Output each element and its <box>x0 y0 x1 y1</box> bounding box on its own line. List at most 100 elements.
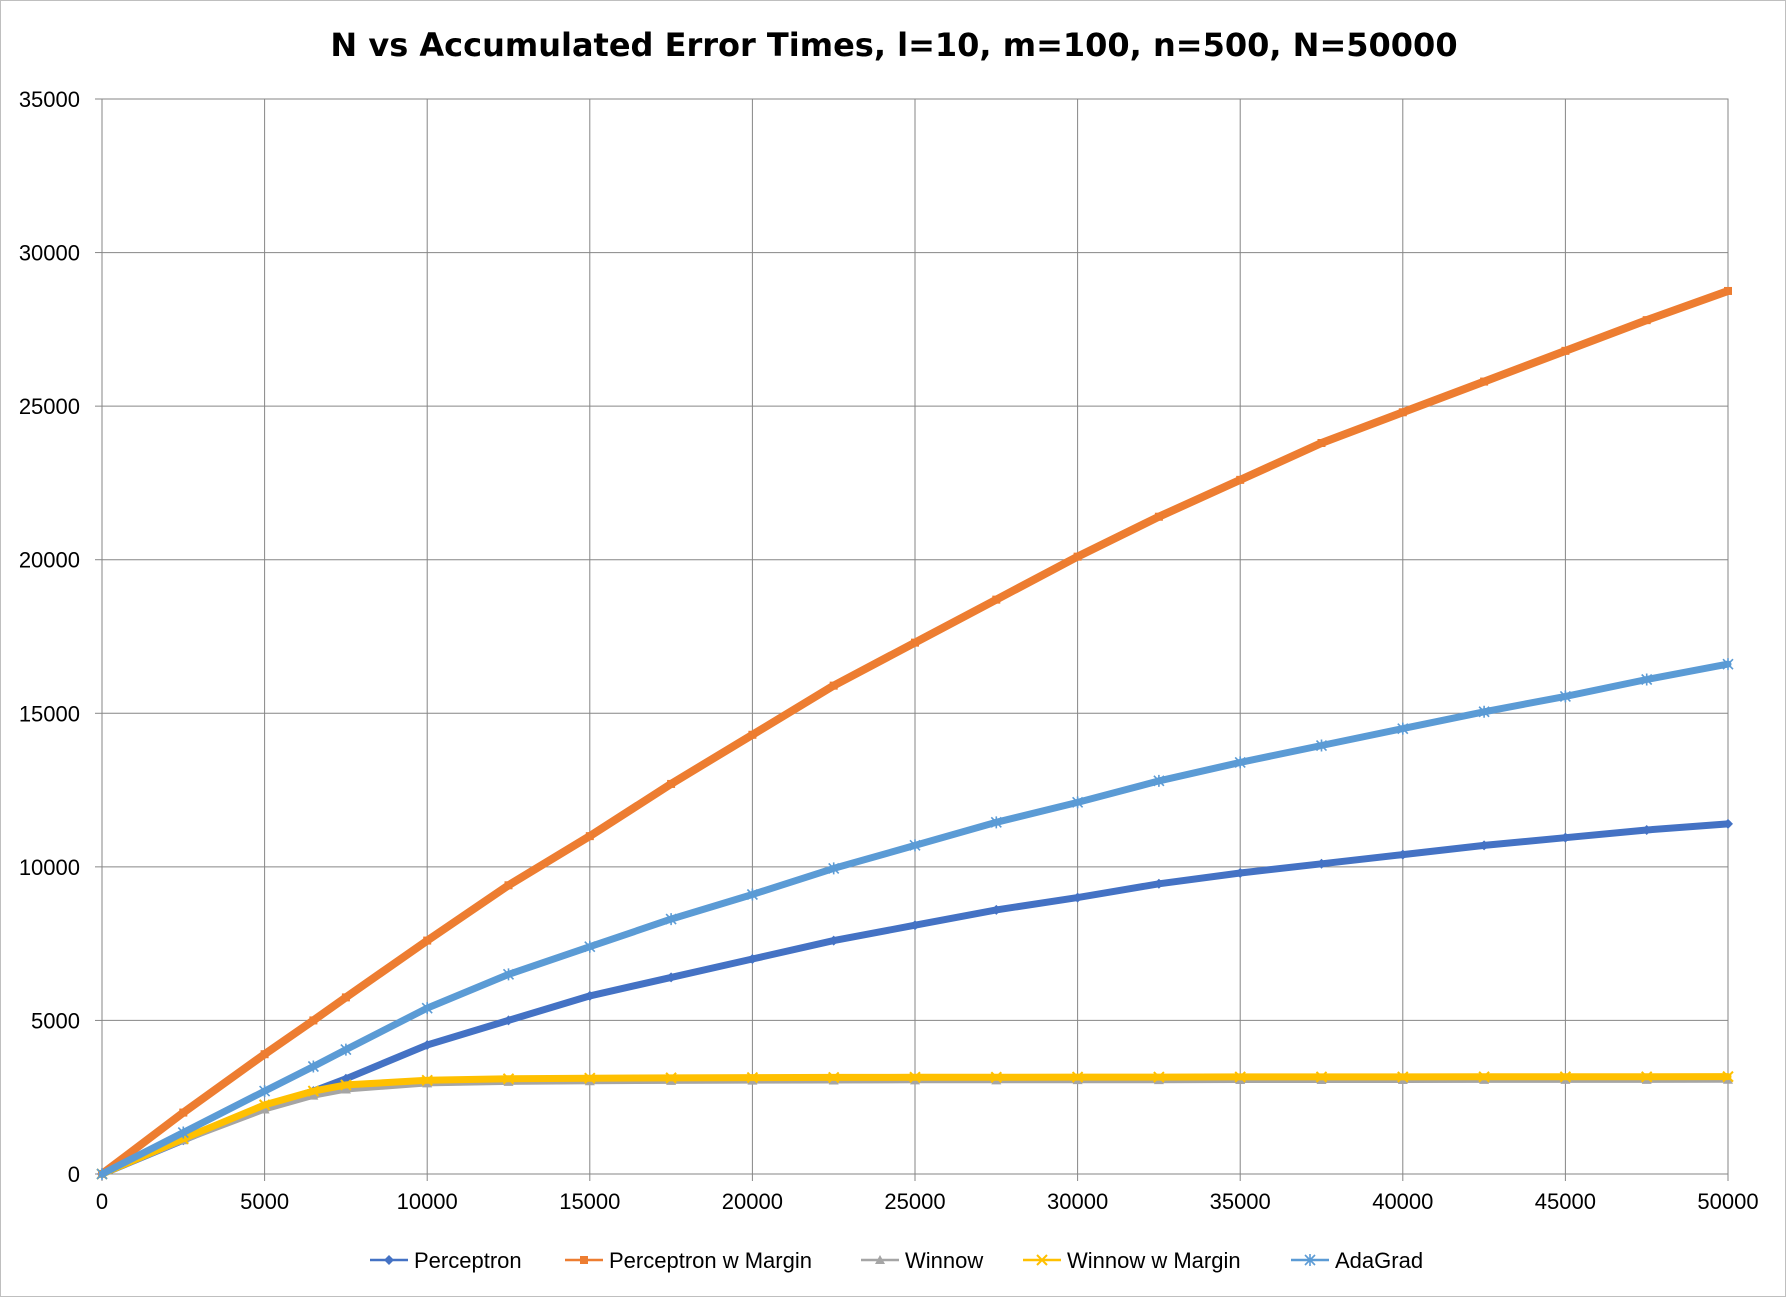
data-point-perceptron-w-margin <box>911 638 919 647</box>
x-tick-label: 40000 <box>1372 1189 1433 1214</box>
data-point-adagrad <box>1315 739 1328 752</box>
x-tick-label: 35000 <box>1210 1189 1271 1214</box>
data-point-perceptron <box>1723 818 1733 829</box>
y-tick-label: 5000 <box>31 1008 80 1033</box>
data-point-winnow-w-margin <box>1722 1070 1734 1083</box>
x-tick-label: 15000 <box>559 1189 620 1214</box>
data-point-perceptron <box>1560 832 1571 843</box>
data-point-winnow-w-margin <box>746 1071 759 1084</box>
data-point-perceptron-w-margin <box>829 681 838 690</box>
data-point-winnow-w-margin <box>1315 1071 1328 1083</box>
y-tick-label: 30000 <box>19 241 80 266</box>
data-point-perceptron <box>747 954 758 964</box>
data-point-perceptron-w-margin <box>585 832 594 841</box>
data-point-winnow <box>259 1104 270 1114</box>
data-point-perceptron-w-margin <box>1724 286 1732 295</box>
legend-marker-perceptron <box>384 1255 394 1265</box>
data-point-perceptron <box>1153 878 1164 889</box>
legend-label-winnow-w-margin: Winnow w Margin <box>1067 1248 1241 1273</box>
data-point-winnow-w-margin <box>1397 1071 1409 1083</box>
data-point-adagrad <box>177 1126 189 1139</box>
x-tick-label: 25000 <box>884 1189 945 1214</box>
data-point-winnow-w-margin <box>827 1071 840 1084</box>
data-point-perceptron-w-margin <box>1561 346 1570 355</box>
data-point-winnow-w-margin <box>340 1079 352 1091</box>
data-point-winnow-w-margin <box>584 1072 596 1084</box>
legend-label-winnow: Winnow <box>905 1248 983 1273</box>
data-point-adagrad <box>1397 722 1409 735</box>
data-point-perceptron-w-margin <box>992 595 1001 604</box>
data-point-winnow-w-margin <box>1478 1071 1490 1083</box>
data-point-adagrad <box>340 1043 352 1056</box>
data-point-adagrad <box>96 1168 108 1180</box>
x-tick-label: 0 <box>96 1189 108 1214</box>
data-point-perceptron-w-margin <box>504 881 513 890</box>
legend-marker-winnow <box>875 1255 885 1264</box>
data-point-adagrad <box>990 816 1002 829</box>
data-point-winnow-w-margin <box>909 1071 921 1083</box>
data-point-adagrad <box>665 913 677 926</box>
legend-marker-perceptron-w-margin <box>580 1256 588 1264</box>
legend-label-adagrad: AdaGrad <box>1335 1248 1423 1273</box>
data-point-adagrad <box>1559 690 1571 703</box>
legend: Perceptron Perceptron w Margin Winnow Winno… <box>370 1248 1423 1273</box>
x-tick-label: 45000 <box>1535 1189 1596 1214</box>
data-point-winnow-w-margin <box>665 1072 677 1084</box>
data-point-perceptron-w-margin <box>1073 552 1082 561</box>
legend-label-perceptron: Perceptron <box>414 1248 522 1273</box>
data-point-perceptron <box>1641 825 1652 835</box>
y-tick-label: 25000 <box>19 394 80 419</box>
data-point-perceptron-w-margin <box>748 730 757 739</box>
data-point-perceptron-w-margin <box>667 779 676 788</box>
data-point-adagrad <box>1234 756 1246 769</box>
data-point-winnow-w-margin <box>990 1071 1003 1083</box>
data-point-perceptron <box>1397 849 1408 860</box>
data-point-adagrad <box>307 1060 319 1073</box>
data-point-perceptron-w-margin <box>1154 512 1163 521</box>
data-point-perceptron-w-margin <box>1236 475 1245 484</box>
data-point-perceptron-w-margin <box>1642 316 1651 325</box>
data-point-perceptron-w-margin <box>309 1016 318 1025</box>
data-point-winnow-w-margin <box>1640 1071 1653 1083</box>
data-point-winnow <box>340 1084 351 1094</box>
data-point-perceptron <box>584 990 595 1001</box>
data-point-winnow-w-margin <box>1153 1071 1165 1083</box>
data-point-adagrad <box>1641 673 1653 686</box>
data-point-perceptron-w-margin <box>1398 408 1407 417</box>
y-tick-label: 15000 <box>19 701 80 726</box>
data-point-adagrad <box>421 1002 433 1015</box>
series-line-perceptron-w-margin <box>98 287 1732 1178</box>
y-tick-label: 10000 <box>19 855 80 880</box>
y-tick-label: 20000 <box>19 548 80 573</box>
data-point-winnow-w-margin <box>258 1099 271 1111</box>
data-point-perceptron <box>666 972 677 983</box>
data-point-adagrad <box>828 862 840 875</box>
data-point-winnow-w-margin <box>421 1074 433 1087</box>
gridlines <box>101 98 1729 1175</box>
x-tick-label: 20000 <box>722 1189 783 1214</box>
data-point-adagrad <box>1072 796 1084 809</box>
x-tick-label: 50000 <box>1697 1189 1758 1214</box>
data-point-adagrad <box>584 940 596 953</box>
data-point-perceptron <box>422 1040 433 1050</box>
legend-marker-winnow-w-margin <box>1036 1254 1048 1266</box>
series-line-adagrad <box>98 660 1732 1178</box>
y-tick-label: 0 <box>68 1162 80 1187</box>
data-point-perceptron-w-margin <box>260 1050 269 1059</box>
data-point-perceptron-w-margin <box>179 1108 188 1117</box>
x-tick-label: 30000 <box>1047 1189 1108 1214</box>
data-point-perceptron <box>1479 840 1490 851</box>
data-point-winnow-w-margin <box>307 1085 320 1097</box>
x-tick-label: 5000 <box>240 1189 289 1214</box>
data-point-perceptron <box>1235 868 1246 878</box>
data-point-perceptron <box>1316 858 1327 869</box>
data-point-adagrad <box>1722 658 1734 671</box>
data-point-perceptron <box>991 904 1002 915</box>
data-point-winnow-w-margin <box>1559 1071 1572 1083</box>
series-line-winnow-w-margin <box>98 1073 1732 1178</box>
data-point-perceptron <box>828 935 839 946</box>
data-point-adagrad <box>502 968 515 981</box>
series-lines <box>96 286 1734 1180</box>
